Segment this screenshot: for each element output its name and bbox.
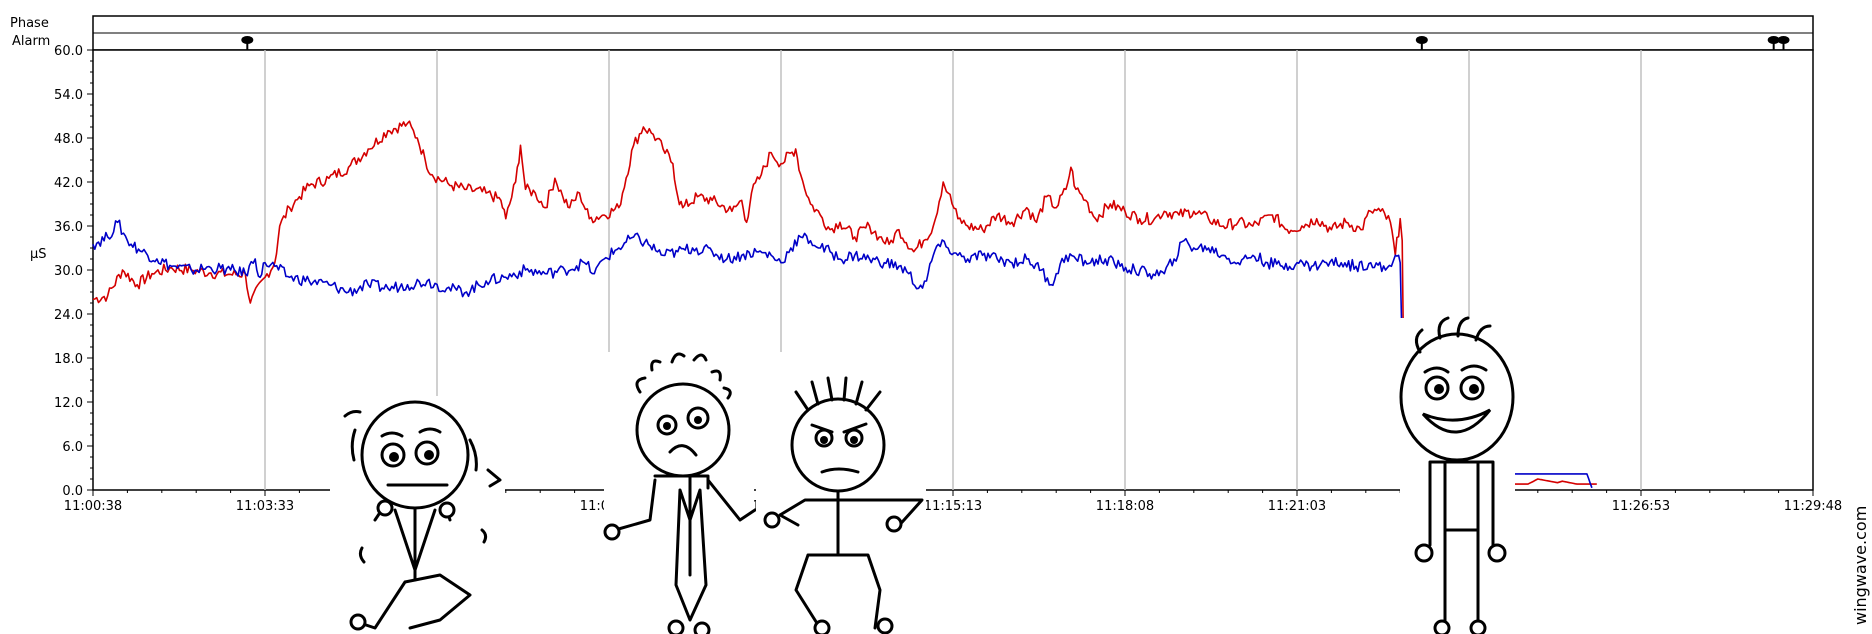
- y-tick-label: 36.0: [54, 220, 83, 235]
- figure-pupil: [820, 436, 828, 444]
- figure-mouth: [820, 467, 860, 474]
- alarm-marker: [1415, 36, 1428, 50]
- x-tick-label: 11:03:33: [236, 499, 294, 514]
- alarm-marker: [241, 36, 254, 50]
- figure-body: [1428, 460, 1495, 627]
- y-tick-label: 0.0: [62, 484, 83, 499]
- figure-motion-marks: [358, 528, 488, 564]
- figure-foot: [1433, 619, 1451, 634]
- figure-hand: [1487, 543, 1507, 563]
- figure-body: [778, 489, 924, 557]
- figure-pupil: [424, 450, 434, 460]
- alarm-marker-head: [1777, 36, 1790, 44]
- figure-hand: [1414, 543, 1434, 563]
- figure-body: [373, 503, 452, 582]
- alarm-marker-head: [1767, 36, 1780, 44]
- x-tick-label: 11:15:13: [924, 499, 982, 514]
- stick-figure-angry: [756, 352, 926, 634]
- lane-label-alarm: Alarm: [12, 34, 50, 49]
- figure-head: [635, 382, 731, 478]
- series-line-2: [92, 219, 1593, 489]
- y-tick-label: 42.0: [54, 176, 83, 191]
- figure-eyebrows: [1423, 364, 1488, 374]
- y-axis-unit-label: µS: [30, 247, 47, 262]
- figure-hair: [635, 352, 732, 400]
- stick-figure-worried: [603, 352, 757, 634]
- alarm-marker-head: [241, 36, 254, 44]
- x-tick-label: 11:18:08: [1096, 499, 1154, 514]
- figure-hand: [763, 511, 781, 529]
- figure-pupil: [694, 416, 702, 424]
- figure-foot: [876, 617, 894, 634]
- figure-foot: [1469, 619, 1487, 634]
- figure-legs: [794, 553, 882, 630]
- y-tick-label: 48.0: [54, 132, 83, 147]
- alarm-marker: [1767, 36, 1780, 50]
- figure-hand: [376, 499, 394, 517]
- figure-mouth: [668, 444, 698, 457]
- y-tick-label: 24.0: [54, 308, 83, 323]
- figure-hair: [794, 376, 882, 412]
- stick-figure-nervous: [330, 396, 505, 634]
- figure-eyebrows: [810, 422, 868, 434]
- x-tick-label: 11:21:03: [1268, 499, 1326, 514]
- figure-foot: [813, 619, 831, 634]
- y-tick-label: 54.0: [54, 88, 83, 103]
- series-line-1: [92, 120, 1597, 485]
- figure-head: [790, 397, 886, 493]
- alarm-markers: [241, 36, 1790, 50]
- figure-sweat-marks: [343, 410, 502, 488]
- figure-foot: [667, 619, 685, 634]
- y-tick-label: 12.0: [54, 396, 83, 411]
- figure-arms: [613, 478, 757, 532]
- figure-backdrop: [756, 352, 926, 634]
- figure-head: [1399, 332, 1515, 462]
- figure-hand: [885, 515, 903, 533]
- figure-eyebrows: [380, 427, 442, 438]
- figure-mouth: [1421, 408, 1492, 434]
- lane-label-phase: Phase: [10, 16, 49, 31]
- series-group: [92, 120, 1597, 489]
- x-tick-label: 11:29:48: [1784, 499, 1842, 514]
- y-tick-label: 6.0: [62, 440, 83, 455]
- y-tick-label: 18.0: [54, 352, 83, 367]
- stick-figure-happy: [1399, 316, 1515, 634]
- y-tick-label: 30.0: [54, 264, 83, 279]
- figure-pupil: [389, 452, 399, 462]
- alarm-marker: [1777, 36, 1790, 50]
- figure-body: [653, 474, 710, 622]
- figure-foot: [349, 613, 367, 631]
- figure-hand: [603, 523, 621, 541]
- watermark-text: wingwave.com: [1851, 506, 1870, 625]
- figure-hair: [1415, 316, 1492, 354]
- y-tick-label: 60.0: [54, 44, 83, 59]
- figure-hand: [438, 501, 456, 519]
- plot-area: 60.0 54.0 48.0 42.0 36.0 30.0 24.0 18.0 12.0 6.0 0…: [30, 44, 1842, 514]
- x-tick-label: 11:00:38: [64, 499, 122, 514]
- figure-pupil: [1434, 384, 1444, 394]
- alarm-marker-head: [1415, 36, 1428, 44]
- figure-pupil: [850, 436, 858, 444]
- figure-pupil: [663, 422, 671, 430]
- figure-foot: [693, 621, 711, 634]
- x-tick-label: 11:26:53: [1612, 499, 1670, 514]
- y-axis: 60.0 54.0 48.0 42.0 36.0 30.0 24.0 18.0 12.0 6.0 0…: [54, 44, 93, 499]
- lane-area: Phase Alarm: [10, 15, 1814, 51]
- figure-pupil: [1469, 384, 1479, 394]
